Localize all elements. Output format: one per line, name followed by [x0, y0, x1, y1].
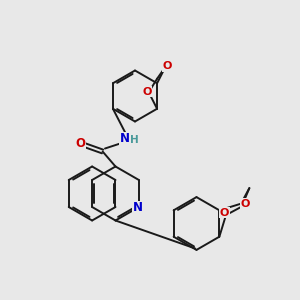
Text: O: O [241, 199, 250, 209]
Text: N: N [132, 201, 142, 214]
Text: O: O [162, 61, 172, 71]
Text: O: O [220, 208, 229, 218]
Text: H: H [130, 135, 139, 145]
Text: O: O [142, 87, 152, 97]
Text: N: N [119, 132, 130, 145]
Text: O: O [75, 137, 85, 150]
